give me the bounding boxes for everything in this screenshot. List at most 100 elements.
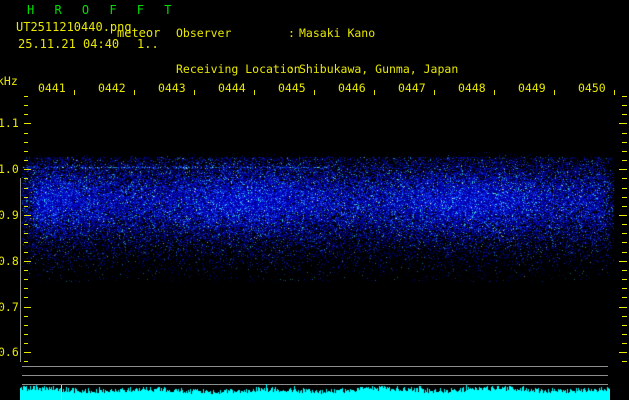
level-gridline xyxy=(22,375,608,376)
y-tick-mark xyxy=(619,169,627,171)
y-minor-tick xyxy=(24,150,28,152)
y-minor-tick xyxy=(622,343,627,345)
x-tick-label: 0441 xyxy=(38,81,66,95)
x-tick-mark xyxy=(494,90,495,95)
y-minor-tick xyxy=(622,288,627,290)
y-tick-mark xyxy=(24,169,31,171)
x-tick-label: 0450 xyxy=(578,81,606,95)
x-tick-label: 0447 xyxy=(398,81,426,95)
x-tick-mark xyxy=(314,90,315,95)
signal-level-strip[interactable] xyxy=(0,362,629,400)
y-minor-tick xyxy=(24,178,28,180)
y-minor-tick xyxy=(24,324,28,326)
y-minor-tick xyxy=(24,333,28,335)
x-tick-label: 0444 xyxy=(218,81,246,95)
y-minor-tick xyxy=(622,269,627,271)
y-tick-mark xyxy=(619,123,627,125)
y-minor-tick xyxy=(622,96,627,97)
y-minor-tick xyxy=(622,279,627,281)
y-minor-tick xyxy=(24,114,28,116)
x-tick-mark xyxy=(374,90,375,95)
y-minor-tick xyxy=(24,141,28,143)
x-tick-label: 0443 xyxy=(158,81,186,95)
timestamp-label: 25.11.21 04:40 xyxy=(18,37,120,51)
info-value: Masaki Kano xyxy=(299,26,376,41)
y-minor-tick xyxy=(622,324,627,326)
y-minor-tick xyxy=(24,288,28,290)
waterfall-canvas xyxy=(0,96,629,362)
y-minor-tick xyxy=(622,187,627,189)
y-tick-label: 0.6 xyxy=(0,345,19,360)
y-minor-tick xyxy=(622,251,627,253)
version-label: 1.. xyxy=(137,37,159,51)
x-tick-label: 0448 xyxy=(458,81,486,95)
y-tick-mark xyxy=(619,352,627,354)
y-tick-mark xyxy=(24,352,31,354)
y-minor-tick xyxy=(622,196,627,198)
y-minor-tick xyxy=(622,205,627,207)
x-tick-mark xyxy=(614,90,615,95)
y-minor-tick xyxy=(622,150,627,152)
x-tick-mark xyxy=(254,90,255,95)
y-tick-label: 0.7 xyxy=(0,299,19,314)
y-tick-mark xyxy=(24,260,31,262)
y-minor-tick xyxy=(24,105,28,107)
y-minor-tick xyxy=(622,132,627,134)
x-tick-mark xyxy=(434,90,435,95)
info-separator: : xyxy=(288,26,295,41)
y-minor-tick xyxy=(24,187,28,189)
y-axis-unit-label: kHz xyxy=(0,74,18,88)
y-minor-tick xyxy=(622,141,627,143)
event-type-label: meteor xyxy=(117,26,161,40)
y-minor-tick xyxy=(622,315,627,317)
y-tick-mark xyxy=(24,123,31,125)
x-tick-mark xyxy=(194,90,195,95)
x-tick-label: 0445 xyxy=(278,81,306,95)
y-minor-tick xyxy=(24,343,28,345)
time-cursor-marker xyxy=(61,385,62,400)
y-minor-tick xyxy=(24,205,28,207)
y-minor-tick xyxy=(622,361,627,363)
y-minor-tick xyxy=(24,297,28,299)
y-tick-mark xyxy=(619,306,627,308)
y-minor-tick xyxy=(622,105,627,107)
y-minor-tick xyxy=(24,233,28,235)
header-panel: H R O F F T UT2511210440.png meteor 25.1… xyxy=(0,0,629,145)
y-tick-label: 1.0 xyxy=(0,162,19,177)
y-minor-tick xyxy=(24,160,28,162)
y-minor-tick xyxy=(622,333,627,335)
info-key: Observer xyxy=(176,26,232,41)
y-minor-tick xyxy=(24,132,28,134)
x-tick-mark xyxy=(74,90,75,95)
y-minor-tick xyxy=(24,269,28,271)
y-minor-tick xyxy=(622,242,627,244)
waveform-canvas xyxy=(20,384,610,400)
y-minor-tick xyxy=(622,224,627,226)
y-minor-tick xyxy=(24,196,28,198)
level-gridline xyxy=(22,366,608,367)
info-row-observer: Observer: Masaki Kano xyxy=(176,28,534,40)
y-minor-tick xyxy=(622,160,627,162)
plot-left-axis-line xyxy=(20,178,21,364)
y-tick-label: 0.9 xyxy=(0,207,19,222)
y-tick-mark xyxy=(619,214,627,216)
y-minor-tick xyxy=(24,361,28,363)
y-tick-label: 0.8 xyxy=(0,253,19,268)
info-separator: : xyxy=(288,61,295,76)
y-tick-mark xyxy=(619,260,627,262)
info-value: Shibukawa, Gunma, Japan xyxy=(299,61,459,76)
y-minor-tick xyxy=(622,114,627,116)
info-key: Receiving Location xyxy=(176,61,301,76)
x-tick-label: 0442 xyxy=(98,81,126,95)
y-minor-tick xyxy=(24,279,28,281)
filename-label: UT2511210440.png xyxy=(16,20,132,34)
y-minor-tick xyxy=(24,96,28,97)
y-tick-mark xyxy=(24,306,31,308)
y-minor-tick xyxy=(24,315,28,317)
info-row-receiving-location: Receiving Location: Shibukawa, Gunma, Jap… xyxy=(176,61,534,76)
x-tick-mark xyxy=(554,90,555,95)
spectrogram-waterfall[interactable] xyxy=(0,96,629,362)
y-minor-tick xyxy=(24,242,28,244)
y-tick-label: 1.1 xyxy=(0,116,19,131)
page-title: H R O F F T xyxy=(27,3,178,17)
